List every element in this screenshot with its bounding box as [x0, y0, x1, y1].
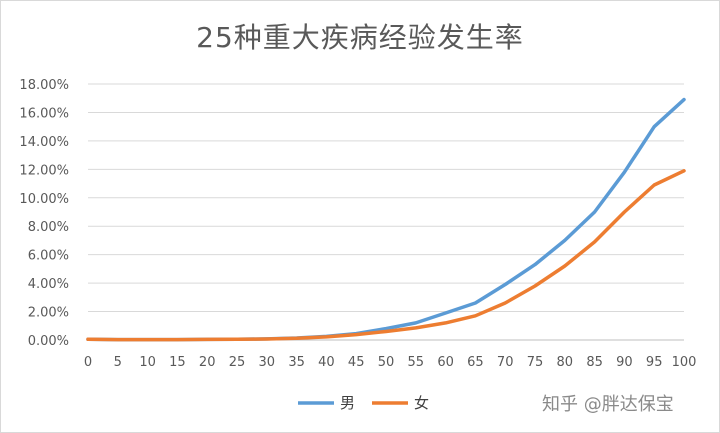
legend-label: 女: [414, 394, 429, 412]
x-tick-label: 10: [139, 355, 156, 370]
x-tick-label: 30: [259, 355, 276, 370]
x-tick-label: 25: [229, 355, 246, 370]
y-tick-label: 2.00%: [28, 306, 69, 321]
series-line-1: [86, 169, 686, 342]
x-tick-label: 75: [527, 355, 544, 370]
x-tick-label: 65: [467, 355, 484, 370]
x-tick-label: 20: [199, 355, 216, 370]
y-tick-label: 10.00%: [19, 192, 69, 207]
y-tick-label: 14.00%: [19, 135, 69, 150]
y-tick-label: 8.00%: [28, 220, 69, 235]
series-lines: [86, 97, 686, 342]
legend: 男女: [298, 394, 429, 412]
x-tick-label: 45: [348, 355, 365, 370]
x-tick-label: 90: [616, 355, 633, 370]
y-tick-label: 0.00%: [28, 334, 69, 349]
y-tick-label: 18.00%: [19, 78, 69, 93]
x-tick-label: 95: [646, 355, 663, 370]
x-tick-label: 40: [318, 355, 335, 370]
x-tick-label: 70: [497, 355, 514, 370]
y-tick-label: 6.00%: [28, 249, 69, 264]
x-tick-label: 15: [169, 355, 186, 370]
y-axis-ticks: 0.00% 2.00% 4.00% 6.00% 8.00% 10.00% 12.00% 14.…: [19, 78, 69, 349]
x-tick-label: 5: [114, 355, 122, 370]
y-tick-label: 16.00%: [19, 106, 69, 121]
gridlines: [88, 83, 684, 341]
x-tick-label: 55: [408, 355, 425, 370]
watermark: 知乎 @胖达保宝: [542, 394, 674, 415]
x-tick-label: 85: [586, 355, 603, 370]
x-tick-label: 50: [378, 355, 395, 370]
x-tick-label: 60: [437, 355, 454, 370]
x-tick-label: 0: [84, 355, 92, 370]
x-tick-label: 100: [672, 355, 697, 370]
y-tick-label: 4.00%: [28, 277, 69, 292]
chart-title: 25种重大疾病经验发生率: [196, 21, 524, 54]
x-tick-label: 80: [557, 355, 574, 370]
y-tick-label: 12.00%: [19, 163, 69, 178]
x-tick-label: 35: [288, 355, 305, 370]
x-axis-ticks: 0 5 10 15 20 25 30 35 40 45 50 55 60 65 70 75 80 85 90 95 10…: [84, 355, 697, 370]
legend-label: 男: [340, 394, 355, 412]
series-line-0: [86, 97, 686, 342]
